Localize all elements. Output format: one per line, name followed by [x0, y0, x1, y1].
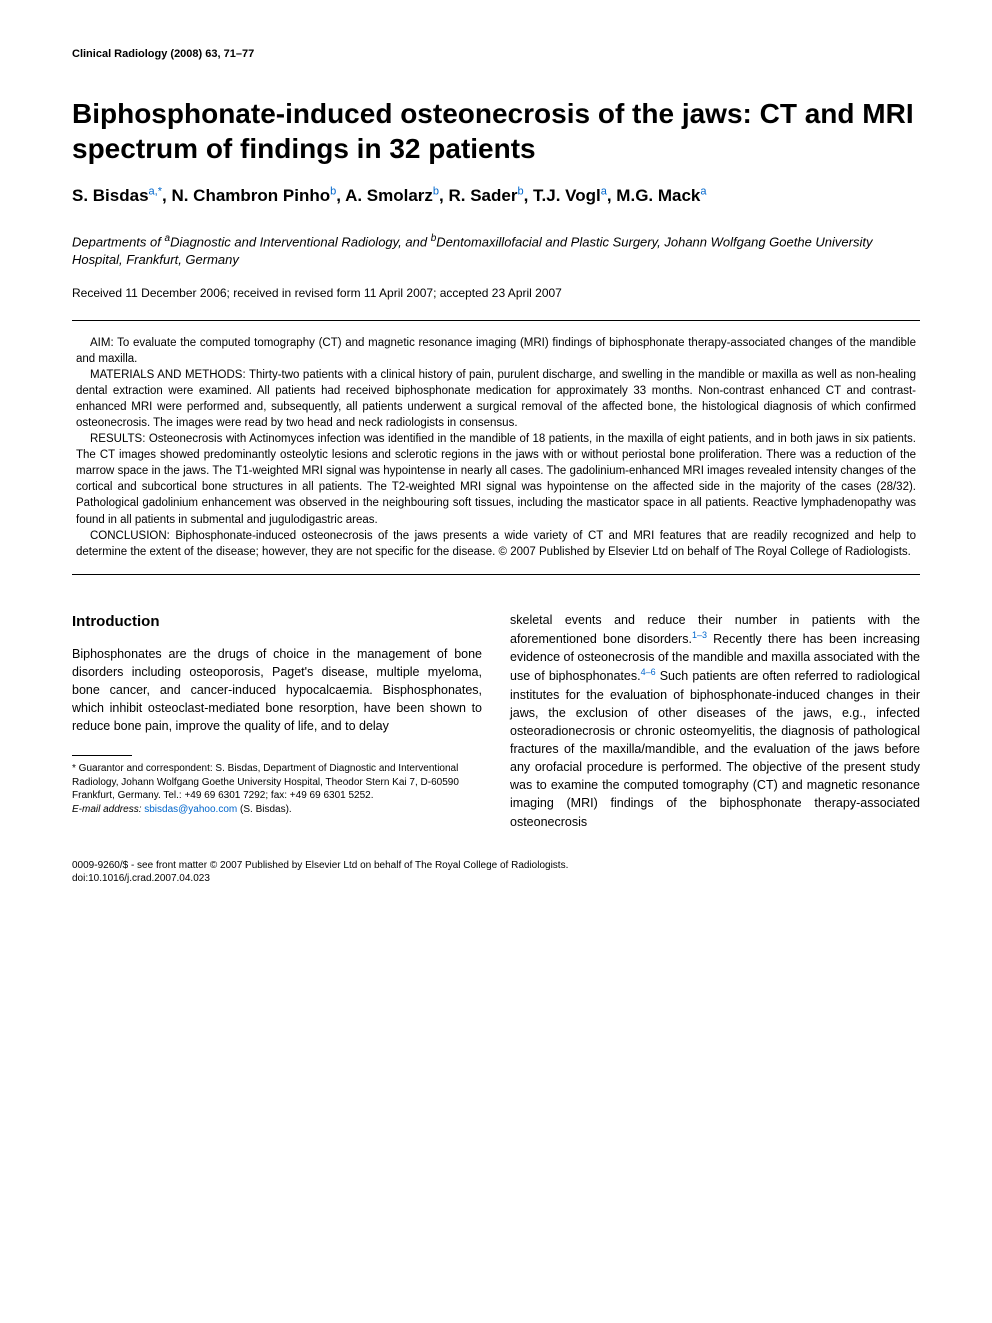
email-author-name: (S. Bisdas). [240, 804, 292, 815]
abstract-aim: AIM: To evaluate the computed tomography… [76, 335, 916, 367]
article-dates: Received 11 December 2006; received in r… [72, 286, 920, 300]
correspondent-email-link[interactable]: sbisdas@yahoo.com [144, 804, 237, 815]
article-title: Biphosphonate-induced osteonecrosis of t… [72, 96, 920, 166]
footnote-separator [72, 755, 132, 756]
reference-link-1-3[interactable]: 1–3 [692, 630, 707, 640]
abstract-box: AIM: To evaluate the computed tomography… [72, 320, 920, 575]
intro-paragraph-left: Biphosphonates are the drugs of choice i… [72, 645, 482, 736]
abstract-methods: MATERIALS AND METHODS: Thirty-two patien… [76, 367, 916, 431]
publisher-footer: 0009-9260/$ - see front matter © 2007 Pu… [72, 859, 920, 886]
author-list: S. Bisdasa,*, N. Chambron Pinhob, A. Smo… [72, 184, 920, 208]
affiliations: Departments of aDiagnostic and Intervent… [72, 232, 920, 270]
abstract-conclusion: CONCLUSION: Biphosphonate-induced osteon… [76, 528, 916, 560]
issn-line: 0009-9260/$ - see front matter © 2007 Pu… [72, 859, 920, 873]
journal-citation: Clinical Radiology (2008) 63, 71–77 [72, 48, 920, 60]
right-column: skeletal events and reduce their number … [510, 611, 920, 831]
reference-link-4-6[interactable]: 4–6 [641, 667, 656, 677]
email-footnote: E-mail address: sbisdas@yahoo.com (S. Bi… [72, 803, 482, 817]
email-label: E-mail address: [72, 804, 141, 815]
correspondent-footnote: * Guarantor and correspondent: S. Bisdas… [72, 762, 482, 803]
body-columns: Introduction Biphosphonates are the drug… [72, 611, 920, 831]
abstract-results: RESULTS: Osteonecrosis with Actinomyces … [76, 431, 916, 528]
intro-paragraph-right: skeletal events and reduce their number … [510, 611, 920, 831]
intro-text-3: Such patients are often referred to radi… [510, 670, 920, 829]
doi-line: doi:10.1016/j.crad.2007.04.023 [72, 872, 920, 886]
left-column: Introduction Biphosphonates are the drug… [72, 611, 482, 831]
introduction-heading: Introduction [72, 611, 482, 633]
